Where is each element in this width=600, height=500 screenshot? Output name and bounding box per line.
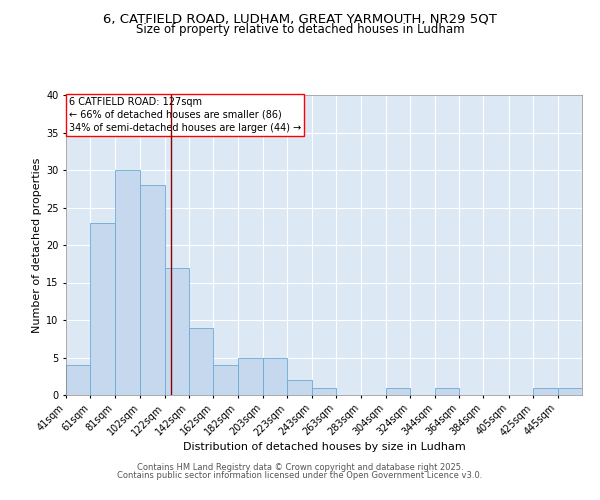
Bar: [533, 388, 557, 395]
Text: 6, CATFIELD ROAD, LUDHAM, GREAT YARMOUTH, NR29 5QT: 6, CATFIELD ROAD, LUDHAM, GREAT YARMOUTH…: [103, 12, 497, 26]
Y-axis label: Number of detached properties: Number of detached properties: [32, 158, 41, 332]
Text: Contains HM Land Registry data © Crown copyright and database right 2025.: Contains HM Land Registry data © Crown c…: [137, 462, 463, 471]
Bar: [238, 358, 263, 395]
Bar: [91, 222, 115, 395]
Bar: [263, 358, 287, 395]
Text: Contains public sector information licensed under the Open Government Licence v3: Contains public sector information licen…: [118, 471, 482, 480]
Bar: [312, 388, 336, 395]
Bar: [557, 388, 582, 395]
Bar: [213, 365, 238, 395]
Bar: [435, 388, 459, 395]
X-axis label: Distribution of detached houses by size in Ludham: Distribution of detached houses by size …: [182, 442, 466, 452]
Bar: [189, 328, 213, 395]
Bar: [287, 380, 312, 395]
Text: Size of property relative to detached houses in Ludham: Size of property relative to detached ho…: [136, 22, 464, 36]
Bar: [164, 268, 189, 395]
Bar: [140, 185, 164, 395]
Bar: [115, 170, 140, 395]
Bar: [386, 388, 410, 395]
Text: 6 CATFIELD ROAD: 127sqm
← 66% of detached houses are smaller (86)
34% of semi-de: 6 CATFIELD ROAD: 127sqm ← 66% of detache…: [68, 96, 301, 133]
Bar: [66, 365, 91, 395]
